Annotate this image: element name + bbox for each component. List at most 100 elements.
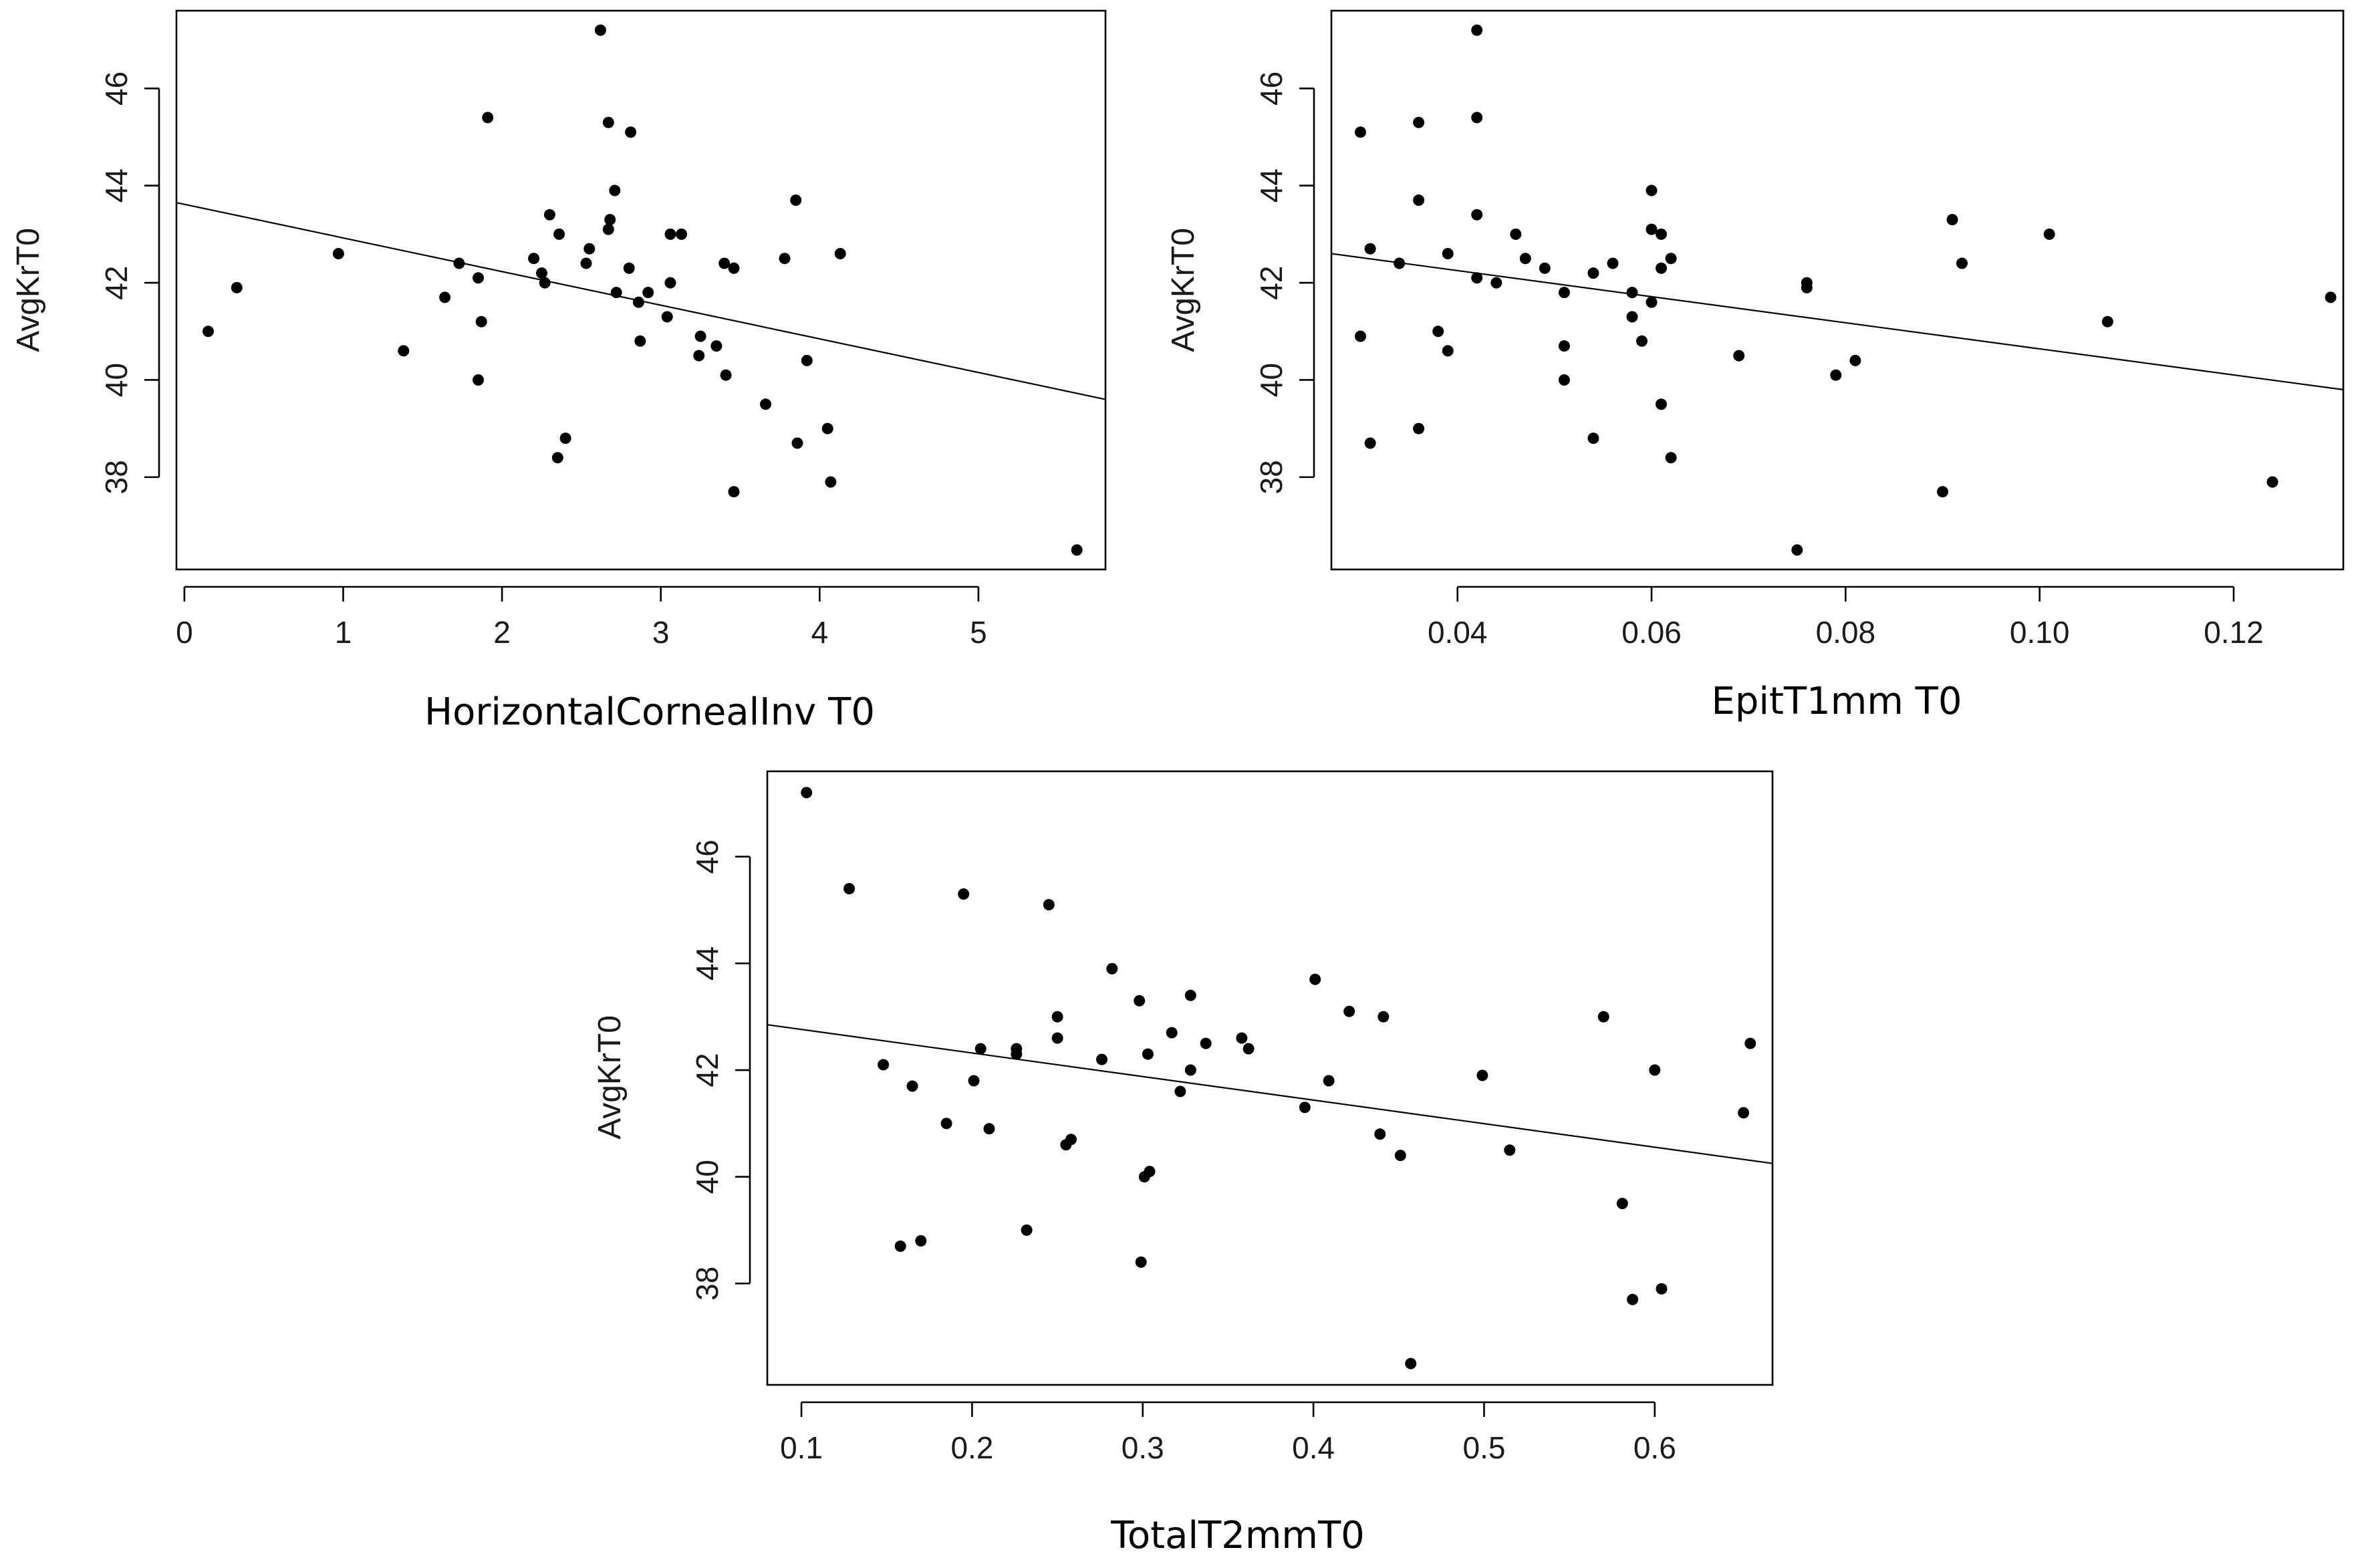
data-point	[1471, 24, 1483, 36]
data-points-group	[203, 24, 1083, 556]
data-point	[1442, 248, 1454, 259]
data-point	[1471, 272, 1483, 284]
data-point	[1504, 1144, 1516, 1156]
data-point	[1627, 1293, 1639, 1305]
data-point	[539, 277, 551, 289]
data-point	[203, 325, 214, 338]
data-point	[1242, 1043, 1255, 1055]
data-point	[634, 335, 646, 347]
y-axis-label: AvgKrT0	[592, 1015, 628, 1140]
data-point	[664, 228, 676, 240]
data-point	[760, 398, 771, 410]
data-point	[623, 262, 635, 274]
data-point	[1184, 989, 1196, 1001]
data-point	[894, 1240, 906, 1252]
data-point	[1587, 267, 1599, 279]
x-axis: 0.1 0.2 0.3 0.4 0.5 0.6	[780, 1401, 1676, 1465]
data-point	[1649, 1064, 1661, 1076]
data-point	[1946, 214, 1958, 226]
data-points-group	[1355, 24, 2337, 556]
data-point	[551, 452, 563, 464]
y-tick-label: 42	[99, 266, 134, 300]
data-point	[1558, 340, 1570, 352]
data-point	[473, 374, 484, 386]
data-point	[2043, 228, 2055, 240]
data-point	[553, 228, 565, 240]
x-tick-label: 0.4	[1292, 1430, 1335, 1465]
data-point	[543, 209, 555, 221]
data-point	[791, 437, 803, 449]
data-point	[661, 311, 673, 323]
data-point	[1626, 287, 1638, 299]
data-point	[1011, 1048, 1023, 1060]
data-point	[825, 476, 837, 488]
scatter-panel-horizontal-corneal-inv: 0 1 2 3 4 5 38 40 42 44 46 AvgKrT0 HorizontalCorn…	[11, 9, 1107, 734]
x-tick-label: 0.10	[2010, 615, 2070, 650]
data-point	[602, 116, 614, 128]
y-tick-label: 46	[99, 72, 134, 106]
x-tick-label: 0.1	[780, 1430, 823, 1465]
data-point	[1343, 1005, 1355, 1017]
data-point	[1051, 1011, 1063, 1023]
x-tick-label: 0.08	[1816, 615, 1876, 650]
data-point	[1801, 281, 1813, 293]
x-tick-label: 3	[652, 615, 670, 650]
y-tick-label: 40	[1254, 363, 1289, 397]
data-point	[2101, 315, 2113, 328]
data-point	[583, 243, 596, 255]
data-point	[1656, 228, 1667, 240]
data-point	[1442, 345, 1454, 357]
data-point	[1744, 1037, 1756, 1049]
data-point	[1405, 1357, 1417, 1369]
data-point	[1184, 1064, 1196, 1076]
data-point	[1142, 1048, 1154, 1060]
data-point	[594, 24, 606, 36]
data-point	[834, 248, 846, 259]
y-tick-label: 42	[1254, 266, 1289, 300]
y-tick-label: 40	[99, 363, 134, 397]
data-point	[940, 1118, 952, 1130]
data-point	[231, 281, 243, 293]
data-point	[1364, 243, 1376, 255]
data-point	[1616, 1198, 1628, 1210]
regression-line	[767, 1024, 1773, 1164]
x-axis-label: HorizontalCornealInv T0	[424, 690, 875, 734]
data-point	[968, 1075, 980, 1087]
data-point	[1413, 422, 1425, 434]
y-tick-label: 44	[1254, 168, 1289, 203]
data-point	[1626, 311, 1638, 323]
data-point	[915, 1235, 927, 1247]
data-point	[625, 126, 637, 138]
x-axis-label: TotalT2mmT0	[1110, 1514, 1365, 1557]
data-point	[1587, 432, 1599, 444]
data-point	[1646, 296, 1658, 308]
data-point	[1355, 330, 1366, 342]
y-axis: 38 40 42 44 46	[690, 839, 751, 1301]
data-point	[609, 184, 621, 197]
y-axis-label: AvgKrT0	[11, 228, 46, 352]
data-point	[1510, 228, 1522, 240]
data-point	[676, 228, 688, 240]
data-point	[1166, 1027, 1178, 1039]
data-point	[958, 888, 970, 900]
data-point	[642, 287, 654, 299]
data-point	[1738, 1107, 1750, 1119]
data-point	[779, 253, 791, 265]
data-point	[1830, 369, 1842, 381]
data-point	[1636, 335, 1648, 347]
y-tick-label: 46	[690, 839, 725, 874]
x-tick-label: 2	[493, 615, 511, 650]
data-point	[1413, 194, 1425, 206]
data-point	[1309, 973, 1321, 985]
data-point	[983, 1123, 995, 1135]
plot-frame	[1330, 9, 2345, 571]
data-point	[974, 1043, 987, 1055]
regression-line-group	[767, 1024, 1773, 1164]
data-point	[728, 262, 740, 274]
data-point	[1656, 398, 1667, 410]
data-point	[694, 330, 706, 342]
data-point	[1135, 1256, 1147, 1268]
x-tick-label: 4	[811, 615, 829, 650]
